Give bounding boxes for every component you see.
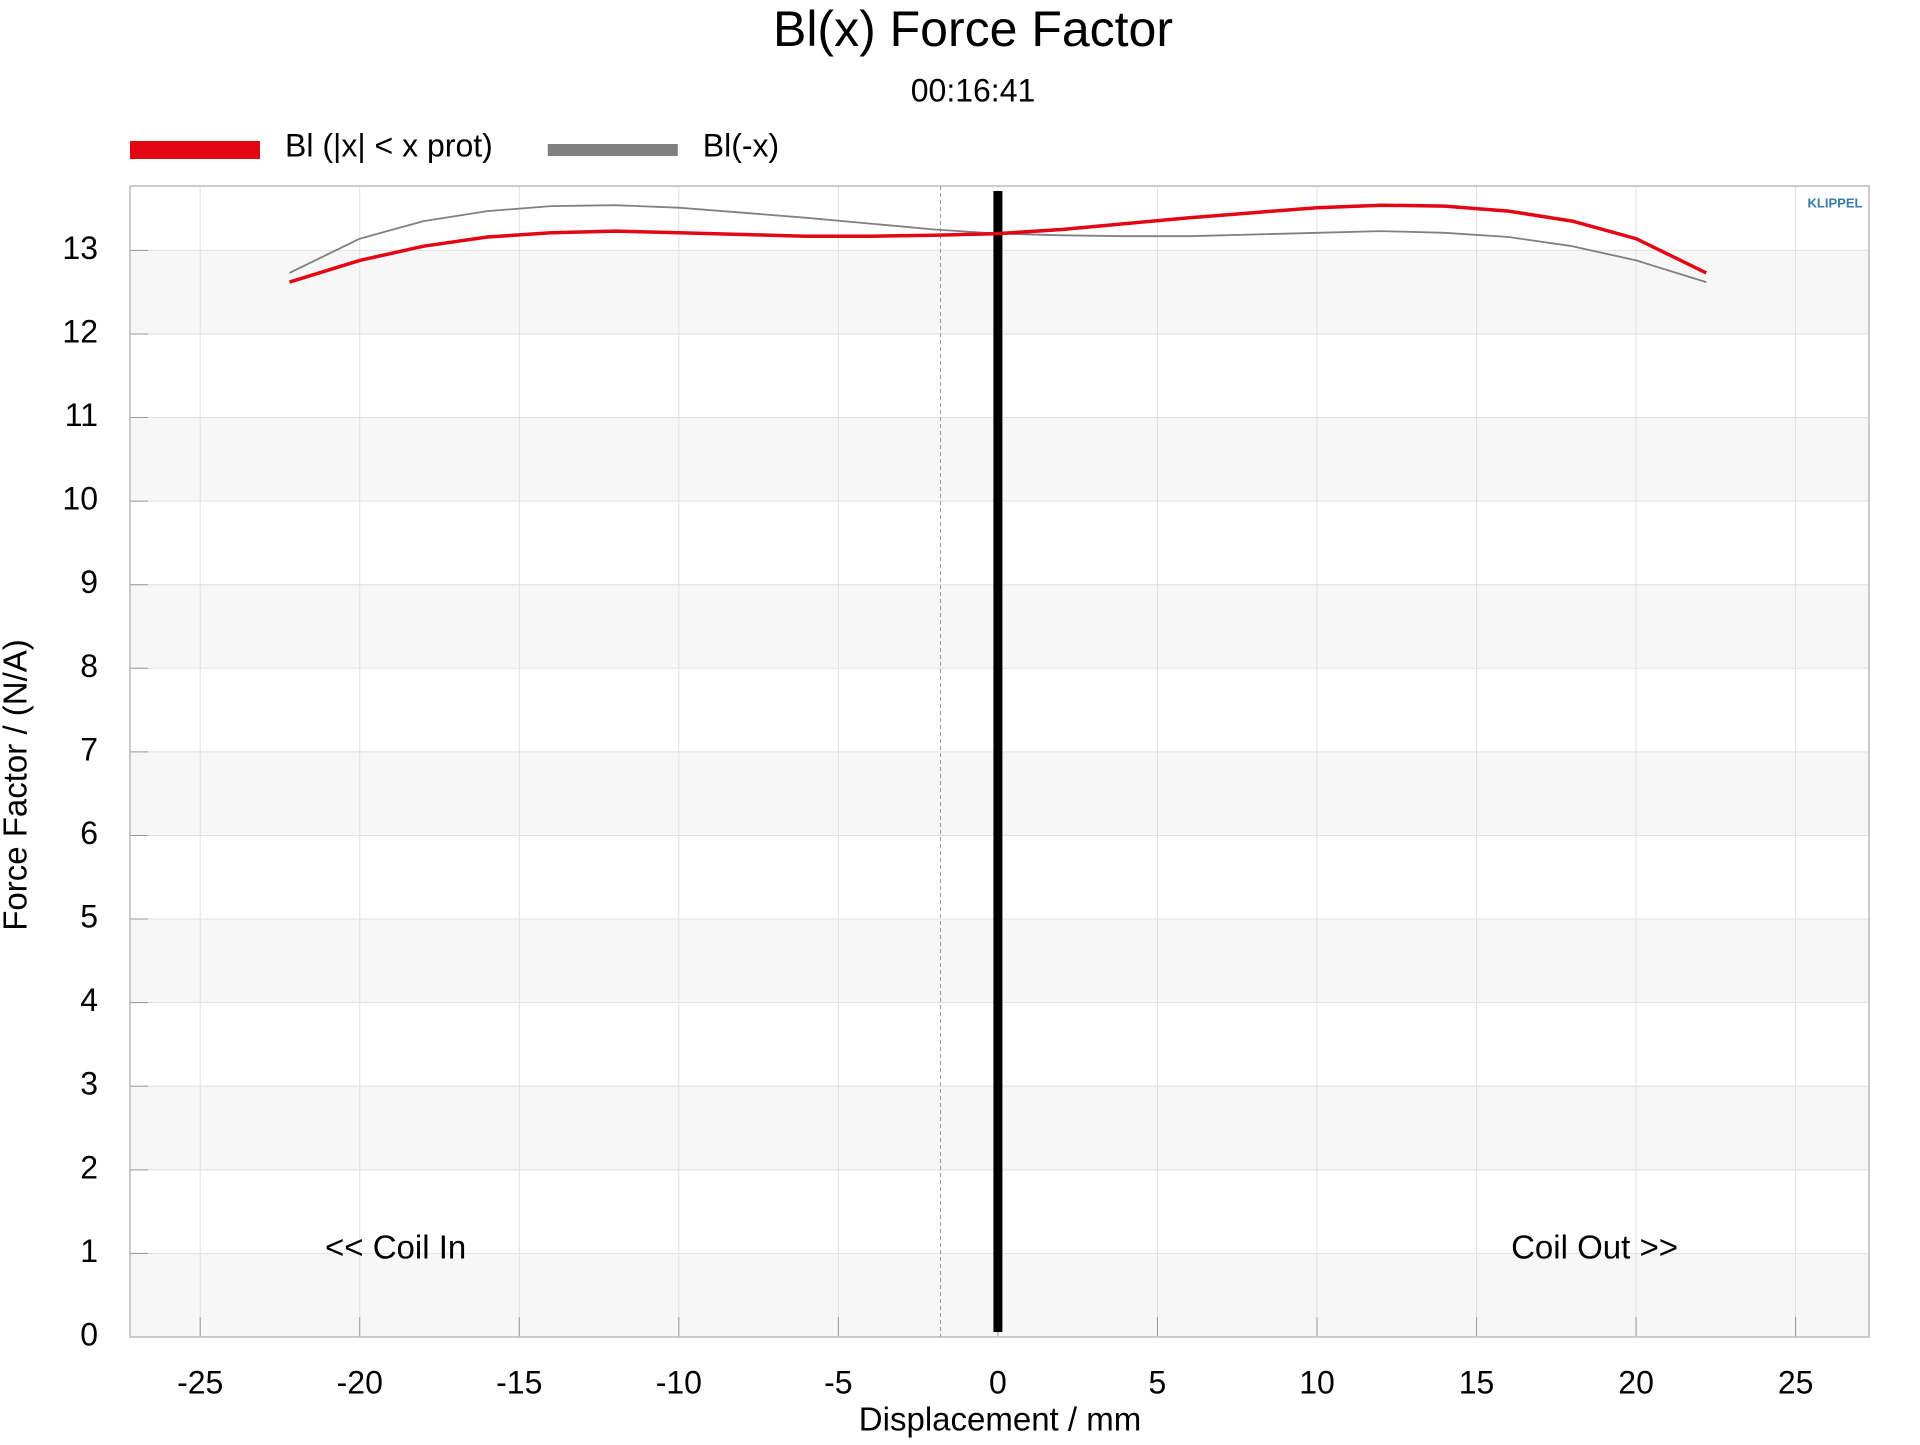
x-axis-label: Displacement / mm: [859, 1401, 1141, 1438]
annotation: Coil Out >>: [1511, 1229, 1678, 1266]
y-tick-label: 13: [62, 230, 98, 266]
y-axis-label: Force Factor / (N/A): [0, 639, 34, 931]
y-tick-label: 6: [80, 815, 98, 851]
y-tick-label: 2: [80, 1149, 98, 1185]
x-tick-label: 15: [1459, 1364, 1495, 1400]
y-tick-label: 9: [80, 564, 98, 600]
chart-subtitle: 00:16:41: [911, 72, 1036, 108]
annotation: << Coil In: [325, 1229, 466, 1266]
x-tick-label: 20: [1618, 1364, 1654, 1400]
series-line: [288, 203, 1708, 284]
x-tick-label: 5: [1149, 1364, 1167, 1400]
y-tick-label: 4: [80, 982, 98, 1018]
x-tick-label: -25: [177, 1364, 223, 1400]
y-tick-label: 3: [80, 1066, 98, 1102]
plot-frame: [129, 185, 1870, 1338]
x-tick-label: 10: [1299, 1364, 1335, 1400]
y-tick-label: 7: [80, 731, 98, 767]
y-tick-label: 5: [80, 899, 98, 935]
x-tick-label: 25: [1778, 1364, 1814, 1400]
y-tick-label: 1: [80, 1233, 98, 1269]
y-tick-label: 10: [62, 481, 98, 517]
y-tick-label: 11: [65, 397, 98, 433]
y-tick-label: 8: [80, 648, 98, 684]
x-tick-label: -20: [337, 1364, 383, 1400]
x-tick-label: 0: [989, 1364, 1007, 1400]
y-tick-label: 12: [62, 313, 98, 349]
x-tick-label: -5: [824, 1364, 852, 1400]
logo: KLIPPEL: [1808, 195, 1863, 210]
x-tick-label: -10: [656, 1364, 702, 1400]
legend-label: Bl(-x): [703, 127, 779, 163]
legend-label: Bl (|x| < x prot): [285, 127, 493, 163]
y-tick-label: 0: [80, 1316, 98, 1352]
x-tick-label: -15: [496, 1364, 542, 1400]
chart-title: Bl(x) Force Factor: [773, 1, 1173, 57]
